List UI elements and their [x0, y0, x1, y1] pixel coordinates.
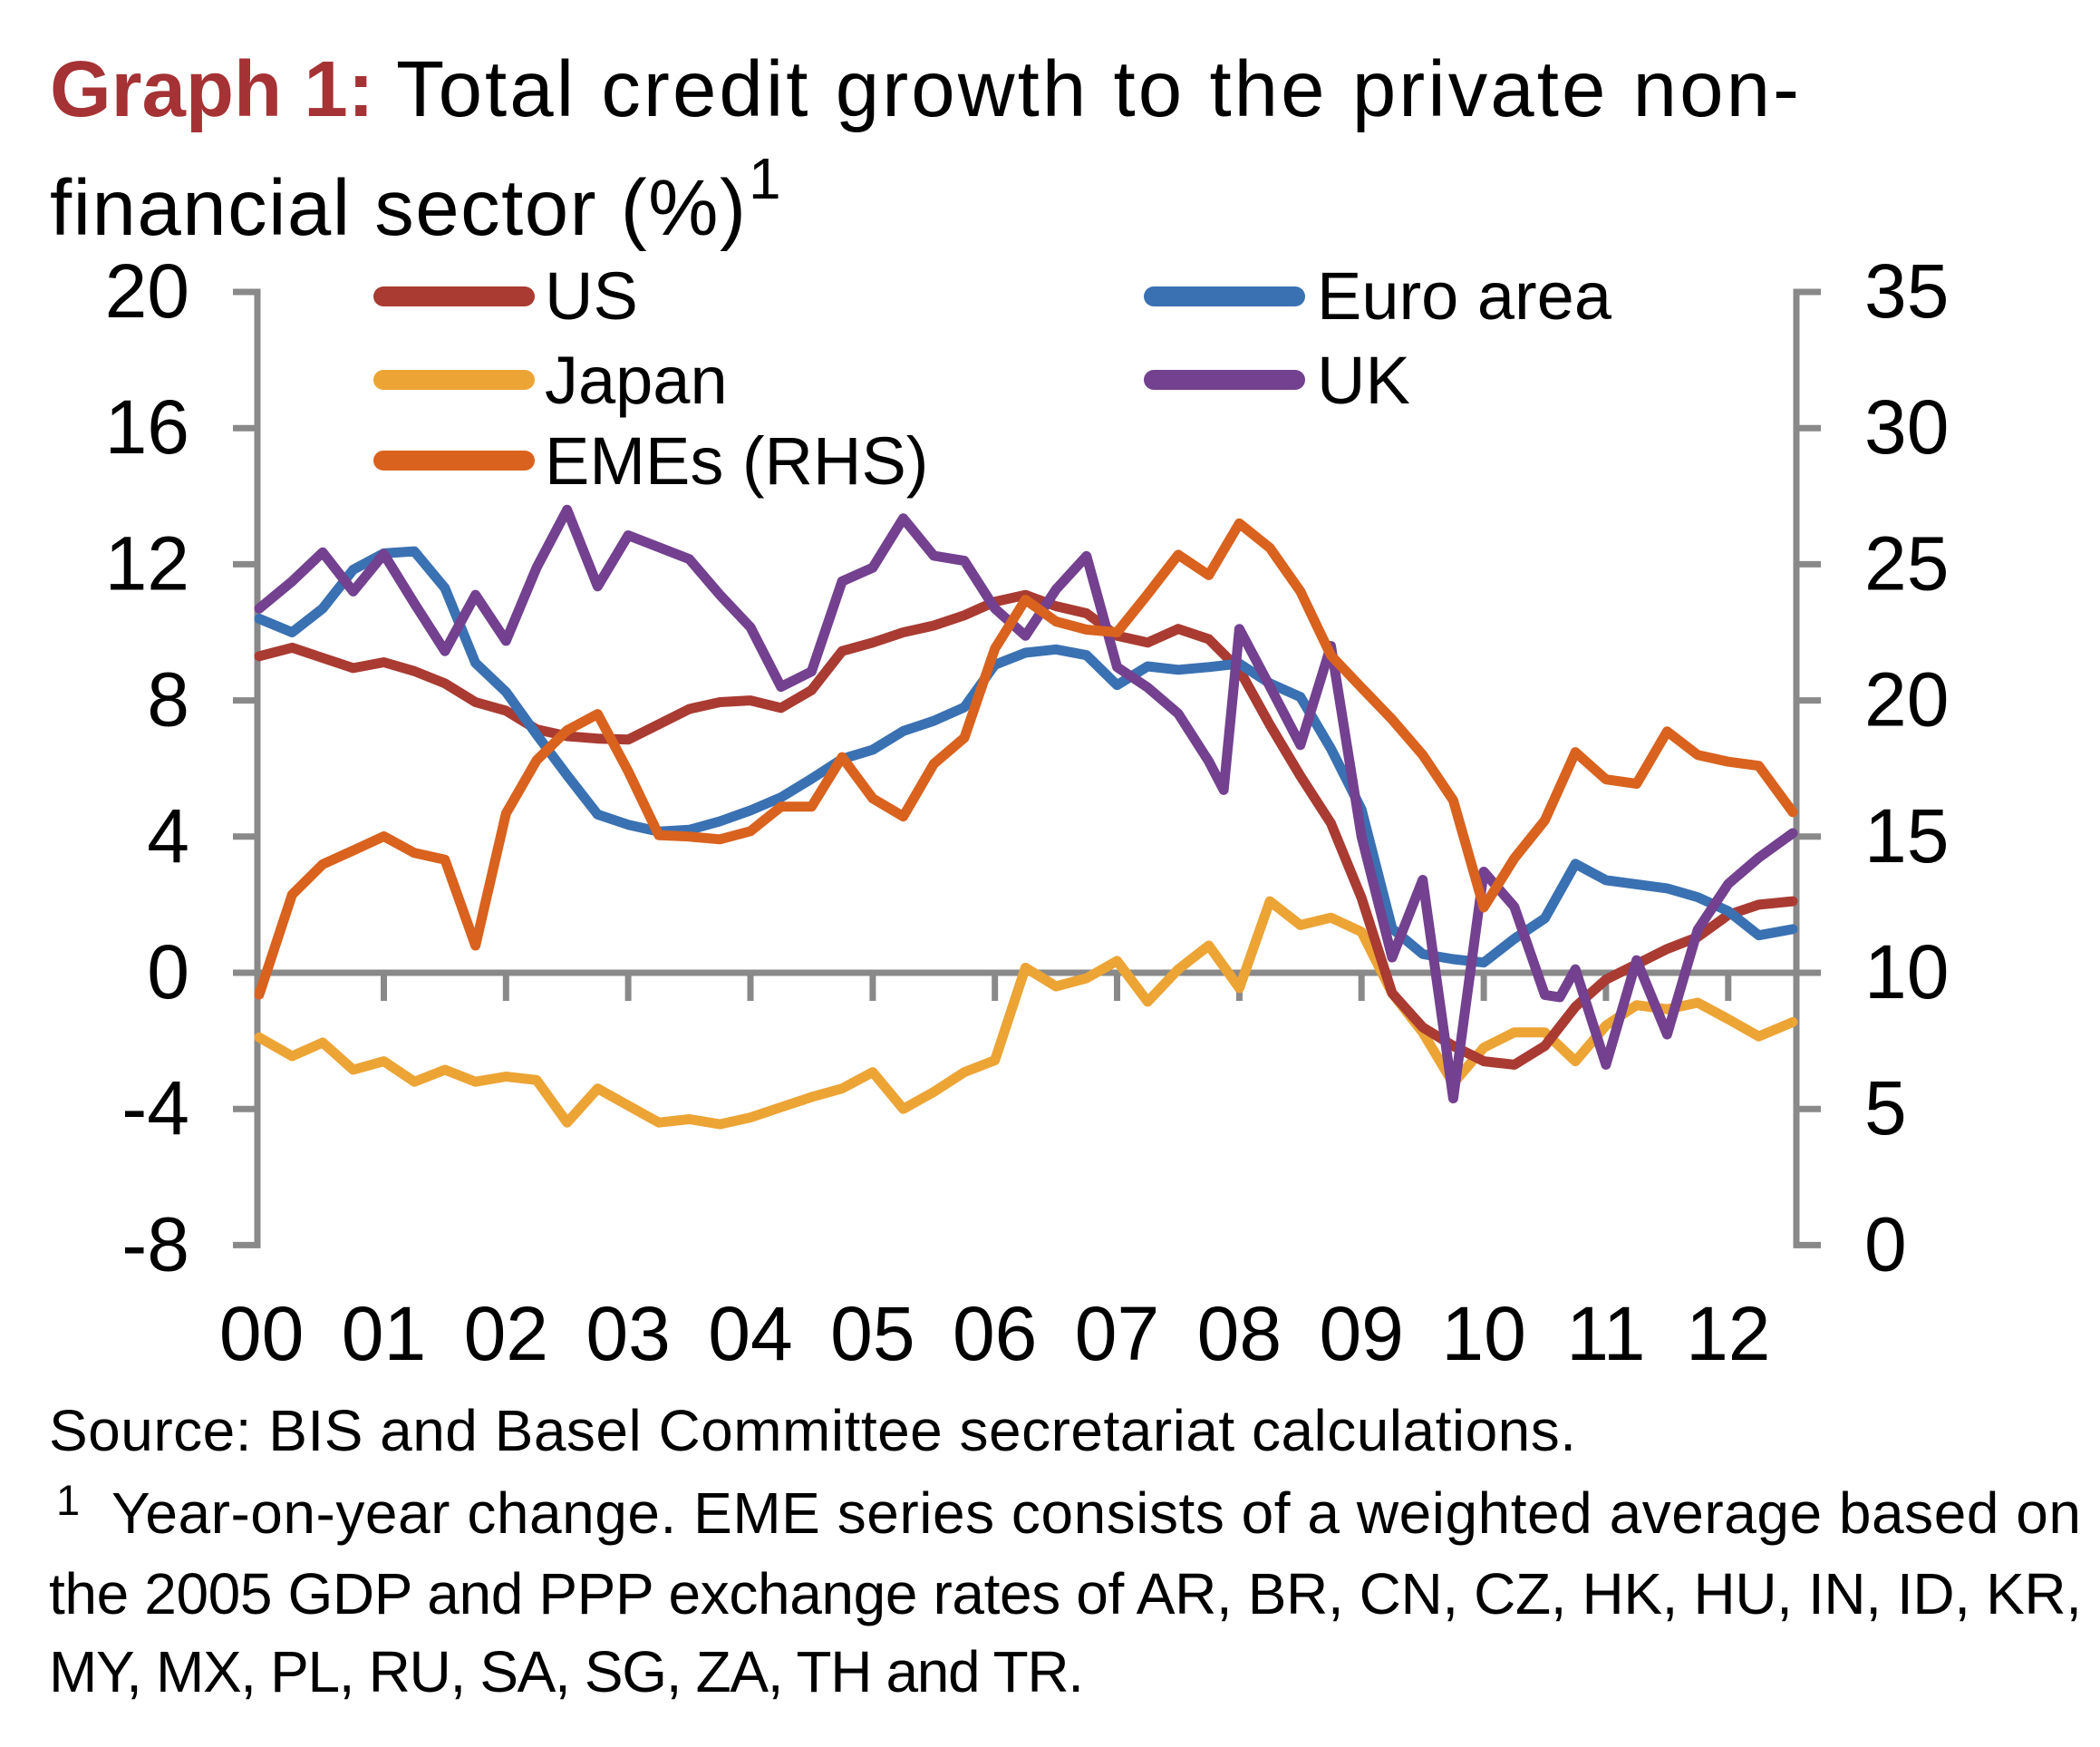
svg-text:0: 0 [147, 929, 189, 1014]
svg-text:Graph 1:: Graph 1: [50, 45, 374, 133]
svg-text:1: 1 [56, 1476, 80, 1524]
svg-text:-8: -8 [121, 1201, 189, 1286]
svg-text:12: 12 [1686, 1291, 1770, 1376]
svg-text:financial sector (%): financial sector (%) [50, 164, 746, 252]
svg-text:MY, MX, PL, RU, SA, SG, ZA, TH: MY, MX, PL, RU, SA, SG, ZA, TH and TR. [49, 1639, 1084, 1704]
svg-text:Total credit growth to the pri: Total credit growth to the private non- [396, 45, 1799, 133]
svg-text:20: 20 [1864, 657, 1949, 742]
svg-text:03: 03 [585, 1291, 670, 1376]
svg-text:25: 25 [1864, 520, 1949, 606]
svg-text:00: 00 [219, 1291, 304, 1376]
svg-text:0: 0 [1864, 1201, 1907, 1286]
svg-text:5: 5 [1864, 1065, 1907, 1150]
svg-text:-4: -4 [121, 1065, 189, 1150]
svg-text:30: 30 [1864, 384, 1949, 470]
svg-text:Year-on-year change. EME serie: Year-on-year change. EME series consists… [111, 1480, 2081, 1546]
svg-text:06: 06 [953, 1291, 1037, 1376]
svg-text:15: 15 [1864, 793, 1949, 878]
svg-text:EMEs (RHS): EMEs (RHS) [545, 423, 928, 499]
svg-text:1: 1 [749, 146, 781, 211]
svg-text:Japan: Japan [545, 343, 728, 418]
svg-text:UK: UK [1317, 343, 1410, 418]
svg-text:08: 08 [1197, 1291, 1282, 1376]
svg-text:05: 05 [830, 1291, 915, 1376]
svg-text:09: 09 [1319, 1291, 1403, 1376]
svg-text:02: 02 [464, 1291, 548, 1376]
svg-text:11: 11 [1566, 1291, 1645, 1376]
svg-text:07: 07 [1075, 1291, 1159, 1376]
svg-text:10: 10 [1441, 1291, 1525, 1376]
svg-text:10: 10 [1864, 929, 1949, 1014]
svg-text:Source: BIS and Basel Committe: Source: BIS and Basel Committee secretar… [49, 1398, 1576, 1463]
svg-text:8: 8 [147, 657, 189, 742]
svg-text:01: 01 [342, 1291, 426, 1376]
svg-text:the 2005 GDP and PPP exchange: the 2005 GDP and PPP exchange rates of A… [49, 1561, 2082, 1626]
svg-text:04: 04 [708, 1291, 792, 1376]
svg-text:Euro area: Euro area [1317, 258, 1612, 334]
svg-text:20: 20 [105, 248, 189, 334]
svg-text:12: 12 [105, 520, 189, 606]
svg-text:35: 35 [1864, 248, 1949, 334]
svg-text:4: 4 [147, 793, 189, 878]
svg-text:16: 16 [105, 384, 189, 470]
svg-text:US: US [545, 258, 638, 334]
